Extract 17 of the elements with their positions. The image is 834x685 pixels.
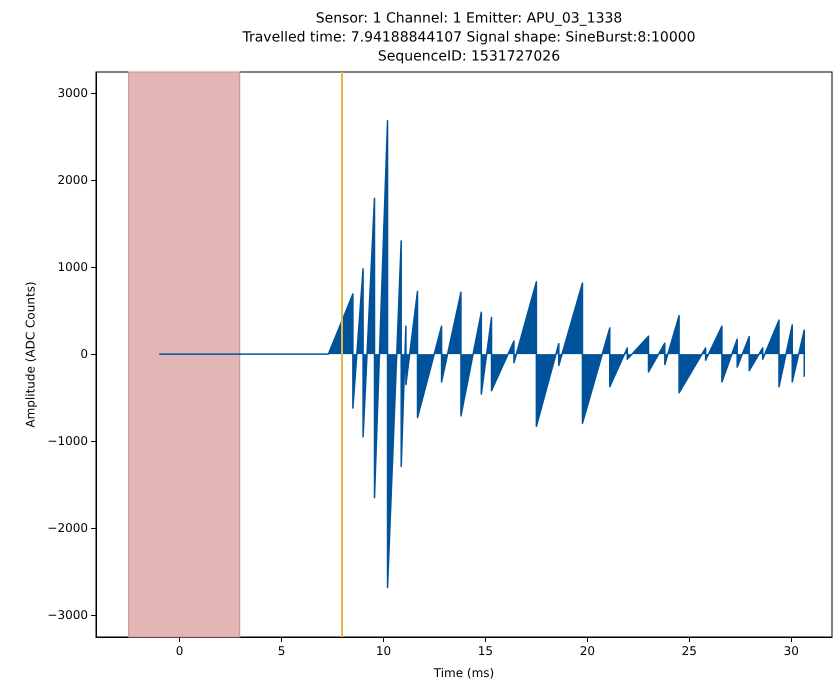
x-tick-label: 30 xyxy=(784,644,799,658)
y-axis-title: Amplitude (ADC Counts) xyxy=(24,281,38,428)
x-axis-title: Time (ms) xyxy=(432,666,494,680)
y-tick-label: 2000 xyxy=(57,172,88,187)
y-tick-label: 1000 xyxy=(57,260,88,274)
y-tick-label: −2000 xyxy=(47,521,88,536)
x-tick-label: 10 xyxy=(376,644,392,658)
y-tick-label: 0 xyxy=(80,347,88,362)
y-tick-label: 3000 xyxy=(57,86,88,100)
x-tick-label: 0 xyxy=(176,644,184,658)
x-tick-label: 15 xyxy=(478,644,494,658)
x-tick-label: 20 xyxy=(580,644,595,658)
chart-title: Sensor: 1 Channel: 1 Emitter: APU_03_1338 Travelled time: 7.94188844107 Signal shape: SineBurst:8:10000 SequenceID: 1531727026 xyxy=(241,10,696,64)
x-tick-label: 5 xyxy=(278,644,286,658)
y-tick-label: −3000 xyxy=(47,608,88,622)
y-tick-label: −1000 xyxy=(47,434,88,448)
x-tick-label: 25 xyxy=(682,644,697,658)
